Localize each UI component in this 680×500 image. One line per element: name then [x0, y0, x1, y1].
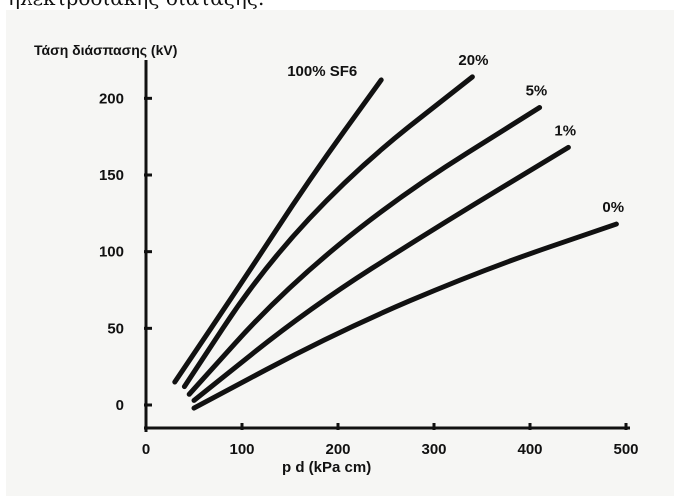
axes: [144, 60, 630, 432]
chart-frame: [6, 10, 674, 496]
series-label-1: 20%: [458, 52, 488, 69]
series-line-2: [186, 105, 543, 397]
series-line-1: [181, 74, 475, 390]
series-line-0: [172, 77, 384, 385]
ticks: 0 100 200 300 400 500 0 50 100 150 200: [99, 90, 639, 458]
y-tick-label: 100: [99, 244, 124, 261]
series-label-4: 0%: [602, 199, 624, 216]
x-tick-label: 200: [325, 441, 350, 458]
series-label-2: 5%: [526, 83, 548, 100]
x-tick-label: 100: [229, 441, 254, 458]
y-tick-label: 150: [99, 167, 124, 184]
series-labels: 100% SF6 20% 5% 1% 0%: [287, 52, 624, 216]
series-lines: [172, 74, 619, 411]
y-tick-label: 200: [99, 90, 124, 107]
series-label-3: 1%: [554, 122, 576, 139]
series-label-0: 100% SF6: [287, 63, 357, 80]
series-line-3: [191, 144, 571, 403]
x-axis-label: p d (kPa cm): [282, 459, 371, 476]
y-tick-label: 0: [116, 397, 124, 414]
x-tick-label: 300: [421, 441, 446, 458]
page-caption: ηλεκτροδιακής διάταξης.: [8, 0, 264, 10]
x-tick-label: 400: [517, 441, 542, 458]
x-tick-label: 0: [142, 441, 150, 458]
series-line-4: [191, 221, 619, 411]
x-tick-label: 500: [613, 441, 638, 458]
y-tick-label: 50: [107, 320, 124, 337]
y-axis-label: Τάση διάσπασης (kV): [34, 42, 177, 58]
